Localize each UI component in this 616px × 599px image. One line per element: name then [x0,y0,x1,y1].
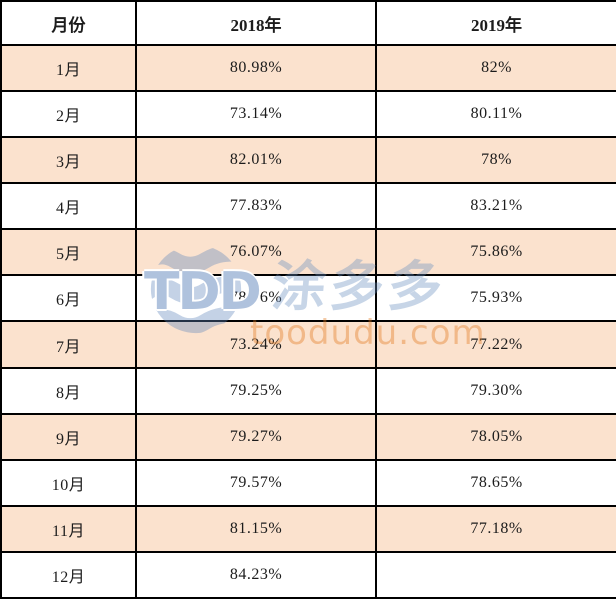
value-cell-2019 [375,550,616,599]
table-row: 8月 79.25% 79.30% [0,366,616,415]
table-row: 7月 73.24% 77.22% [0,320,616,369]
month-cell: 1月 [0,43,137,93]
value-cell-2018: 84.23% [135,550,377,599]
value-cell-2019: 78% [375,136,616,185]
value-cell-2018: 73.14% [135,90,377,139]
value-cell-2019: 78.05% [375,412,616,461]
header-cell-2018: 2018年 [135,0,377,46]
month-cell: 11月 [0,504,137,553]
header-cell-month: 月份 [0,0,137,46]
table-row: 11月 81.15% 77.18% [0,504,616,553]
value-cell-2018: 79.57% [135,458,377,507]
table-row: 3月 82.01% 78% [0,136,616,185]
month-cell: 5月 [0,228,137,277]
month-cell: 7月 [0,320,137,369]
value-cell-2019: 77.18% [375,504,616,553]
value-cell-2018: 77.83% [135,182,377,231]
month-cell: 10月 [0,458,137,507]
value-cell-2018: 79.27% [135,412,377,461]
table-row: 1月 80.98% 82% [0,43,616,93]
value-cell-2019: 82% [375,43,616,93]
value-cell-2019: 75.93% [375,274,616,323]
table-row: 12月 84.23% [0,550,616,599]
value-cell-2019: 77.22% [375,320,616,369]
month-cell: 3月 [0,136,137,185]
value-cell-2019: 83.21% [375,182,616,231]
table-row: 2月 73.14% 80.11% [0,90,616,139]
value-cell-2018: 82.01% [135,136,377,185]
value-cell-2018: 81.15% [135,504,377,553]
month-cell: 4月 [0,182,137,231]
value-cell-2018: 73.24% [135,320,377,369]
table-row: 4月 77.83% 83.21% [0,182,616,231]
month-cell: 12月 [0,550,137,599]
month-cell: 6月 [0,274,137,323]
month-cell: 8月 [0,366,137,415]
value-cell-2018: 76.07% [135,228,377,277]
table-row: 6月 78.06% 75.93% [0,274,616,323]
value-cell-2019: 80.11% [375,90,616,139]
header-cell-2019: 2019年 [375,0,616,46]
table-row: 9月 79.27% 78.05% [0,412,616,461]
value-cell-2019: 79.30% [375,366,616,415]
value-cell-2019: 75.86% [375,228,616,277]
header-row: 月份 2018年 2019年 [0,0,616,46]
month-cell: 2月 [0,90,137,139]
value-cell-2018: 78.06% [135,274,377,323]
month-cell: 9月 [0,412,137,461]
value-cell-2018: 79.25% [135,366,377,415]
value-cell-2018: 80.98% [135,43,377,93]
value-cell-2019: 78.65% [375,458,616,507]
table-row: 10月 79.57% 78.65% [0,458,616,507]
table-row: 5月 76.07% 75.86% [0,228,616,277]
